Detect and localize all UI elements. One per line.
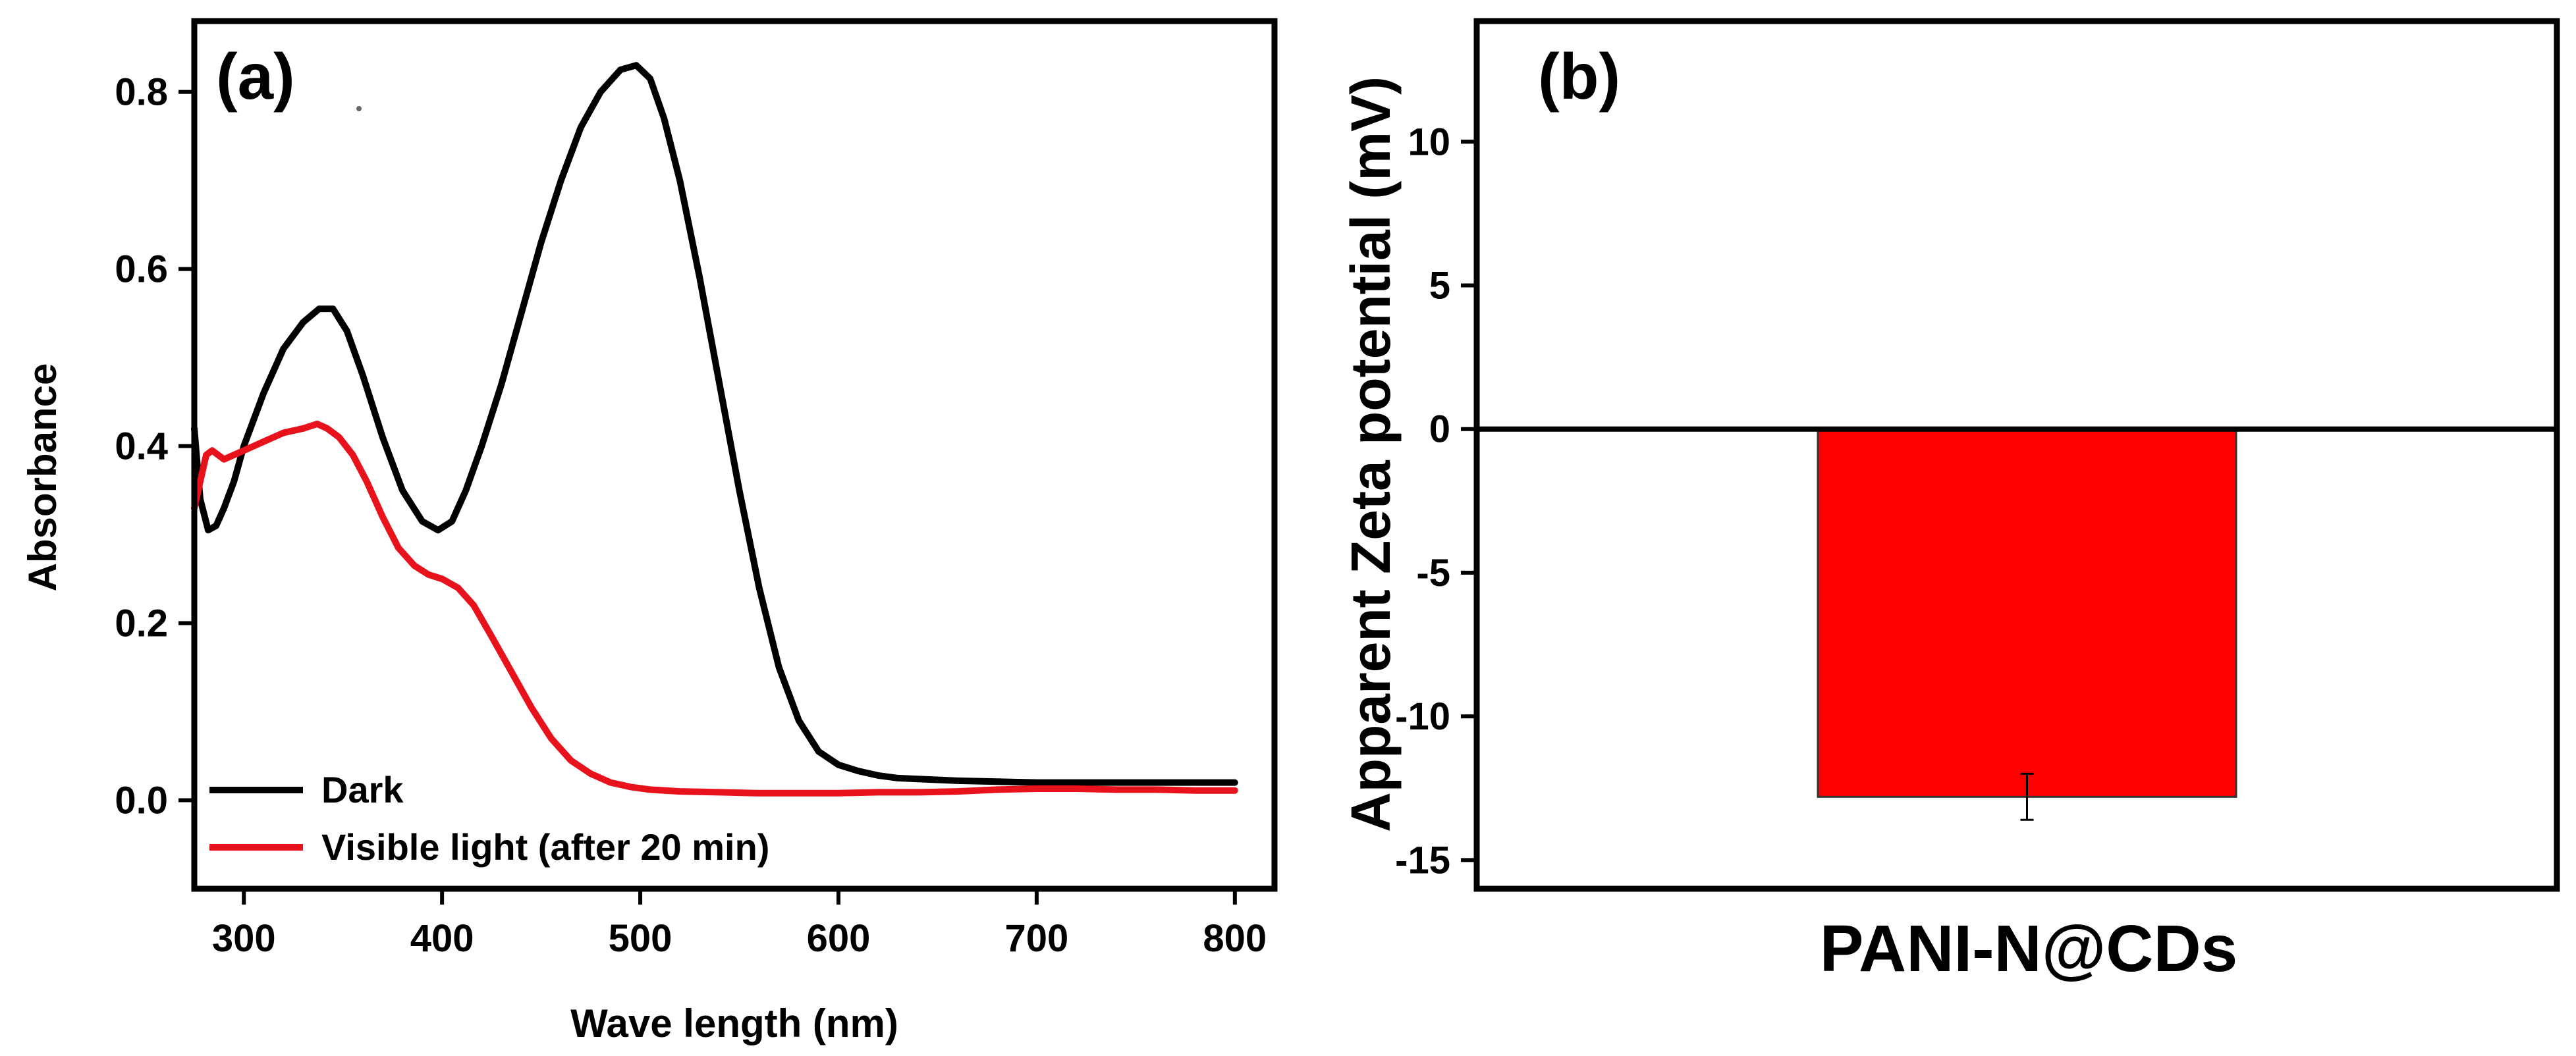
panel-b-label: (b)	[1538, 40, 1620, 113]
panel-a-label: (a)	[216, 40, 295, 113]
y-tick-label: 0	[1429, 408, 1450, 451]
panel-b-y-ticks: -15 -10 -5 0 5 10	[1395, 120, 1477, 882]
x-tick-label: 500	[609, 917, 672, 960]
y-tick-label: -10	[1395, 695, 1450, 738]
panel-a-absorbance-chart: 300 400 500 600 700 800 0.0 0.2 0.4 0.6 0.8 (a) W…	[20, 18, 1278, 1045]
panel-b-y-axis-label: Apparent Zeta potential (mV)	[1340, 76, 1402, 832]
y-tick-label: 10	[1408, 120, 1450, 163]
panel-b-bar-group	[1477, 426, 2557, 821]
panel-a-frame	[191, 18, 1278, 892]
y-tick-label: 0.2	[115, 602, 168, 645]
legend-label-visible-light: Visible light (after 20 min)	[321, 826, 769, 868]
y-tick-label: 5	[1429, 265, 1450, 307]
bar-pani-n-cds	[1817, 428, 2237, 798]
panel-b-zeta-chart: -15 -10 -5 0 5 10 (b) Apparent Zeta potential…	[1340, 18, 2560, 986]
panel-a-legend: Dark Visible light (after 20 min)	[209, 769, 769, 868]
x-tick-label: 700	[1005, 917, 1069, 960]
panel-a-y-axis-label: Absorbance	[20, 363, 65, 592]
y-tick-label: 0.0	[115, 779, 168, 822]
panel-b-frame	[1473, 18, 2560, 892]
legend-label-dark: Dark	[321, 769, 404, 810]
y-tick-label: 0.6	[115, 248, 168, 291]
x-tick-label: 300	[212, 917, 276, 960]
series-line-dark	[191, 62, 1238, 786]
panel-b-category-label: PANI-N@CDs	[1820, 912, 2238, 986]
x-tick-label: 400	[410, 917, 474, 960]
series-line-visible-light	[191, 420, 1238, 797]
x-tick-label: 600	[807, 917, 871, 960]
y-tick-label: 0.4	[115, 425, 168, 468]
panel-a-x-ticks: 300 400 500 600 700 800	[212, 889, 1267, 960]
y-tick-label: 0.8	[115, 71, 168, 114]
y-tick-label: -15	[1395, 839, 1450, 882]
panel-a-y-ticks: 0.0 0.2 0.4 0.6 0.8	[115, 71, 194, 822]
panel-a-speck	[356, 106, 362, 111]
panel-a-series-group	[191, 62, 1238, 797]
panel-a-x-axis-label: Wave length (nm)	[570, 1001, 898, 1045]
x-tick-label: 800	[1203, 917, 1267, 960]
y-tick-label: -5	[1416, 552, 1450, 594]
